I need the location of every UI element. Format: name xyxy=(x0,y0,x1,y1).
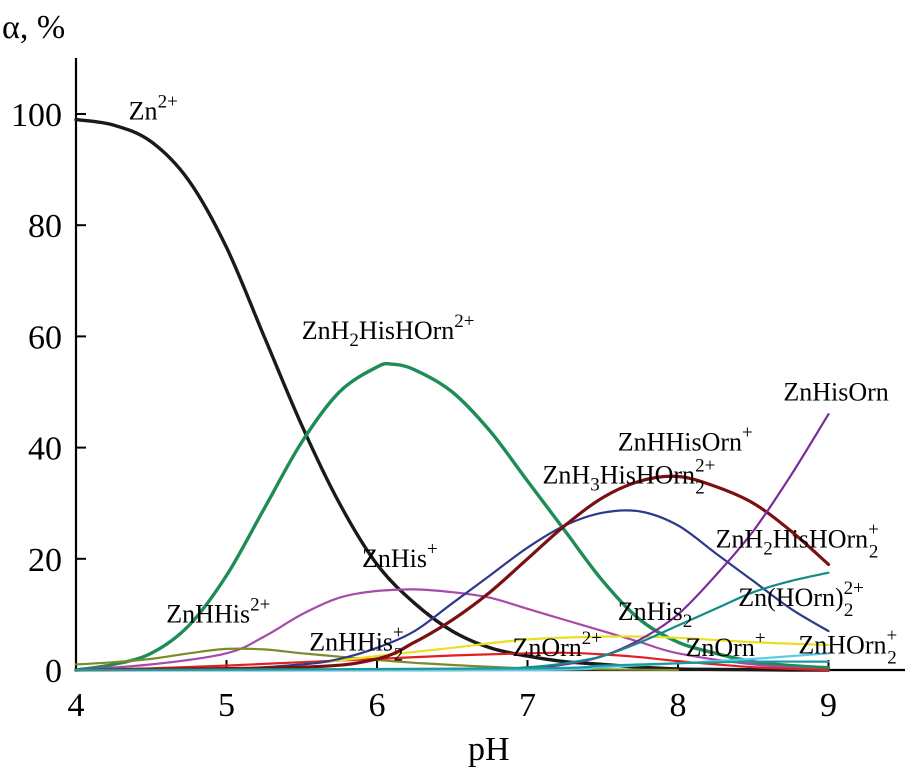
species-label: Zn(HOrn)2+ 2 xyxy=(738,578,864,621)
y-tick-label: 0 xyxy=(45,653,62,690)
x-tick-label: 5 xyxy=(218,687,235,724)
y-ticks: 0 20 40 60 80 100 xyxy=(11,97,86,690)
series-line-0 xyxy=(74,117,831,672)
series-line-11 xyxy=(74,660,830,672)
series-line-1 xyxy=(74,361,831,672)
y-axis-title: α, % xyxy=(2,9,65,46)
x-axis-title: pH xyxy=(468,731,510,768)
species-label: ZnOrn+ xyxy=(686,628,766,662)
species-labels: Zn2+ ZnH2HisHOrn2+ ZnHHisOrn+ ZnHisOrn ZnH3H… xyxy=(129,92,898,669)
x-tick-label: 4 xyxy=(68,687,85,724)
species-label: ZnHHisOrn+ xyxy=(618,422,753,456)
y-tick-label: 60 xyxy=(28,319,62,356)
axes xyxy=(74,58,905,672)
y-tick-label: 40 xyxy=(28,431,62,468)
x-tick-label: 6 xyxy=(369,687,386,724)
series-line-6 xyxy=(74,509,830,672)
series-line-2 xyxy=(74,588,830,672)
species-label: ZnHOrn+ 2 xyxy=(798,625,897,668)
y-tick-label: 100 xyxy=(11,97,62,134)
x-tick-label: 9 xyxy=(820,687,837,724)
species-label: Zn2+ xyxy=(129,92,178,126)
series-line-4 xyxy=(74,651,830,672)
x-tick-label: 8 xyxy=(670,687,687,724)
y-tick-label: 80 xyxy=(28,208,62,245)
species-label: ZnH2HisHOrn+ 2 xyxy=(716,520,879,563)
species-label: ZnH3HisHOrn2+ 2 xyxy=(543,456,716,499)
species-label: ZnHisOrn xyxy=(783,377,888,406)
y-tick-label: 20 xyxy=(28,542,62,579)
species-label: ZnHHis+ 2 xyxy=(309,623,404,666)
species-label: ZnHis2 xyxy=(618,597,693,632)
series-lines xyxy=(74,117,831,672)
species-label: ZnH2HisHOrn2+ xyxy=(302,311,475,351)
species-label: ZnHHis2+ xyxy=(166,595,270,629)
series-line-7 xyxy=(74,474,831,672)
species-label: ZnOrn2+ xyxy=(512,628,602,662)
x-tick-label: 7 xyxy=(519,687,536,724)
species-label: ZnHis+ xyxy=(362,539,438,573)
